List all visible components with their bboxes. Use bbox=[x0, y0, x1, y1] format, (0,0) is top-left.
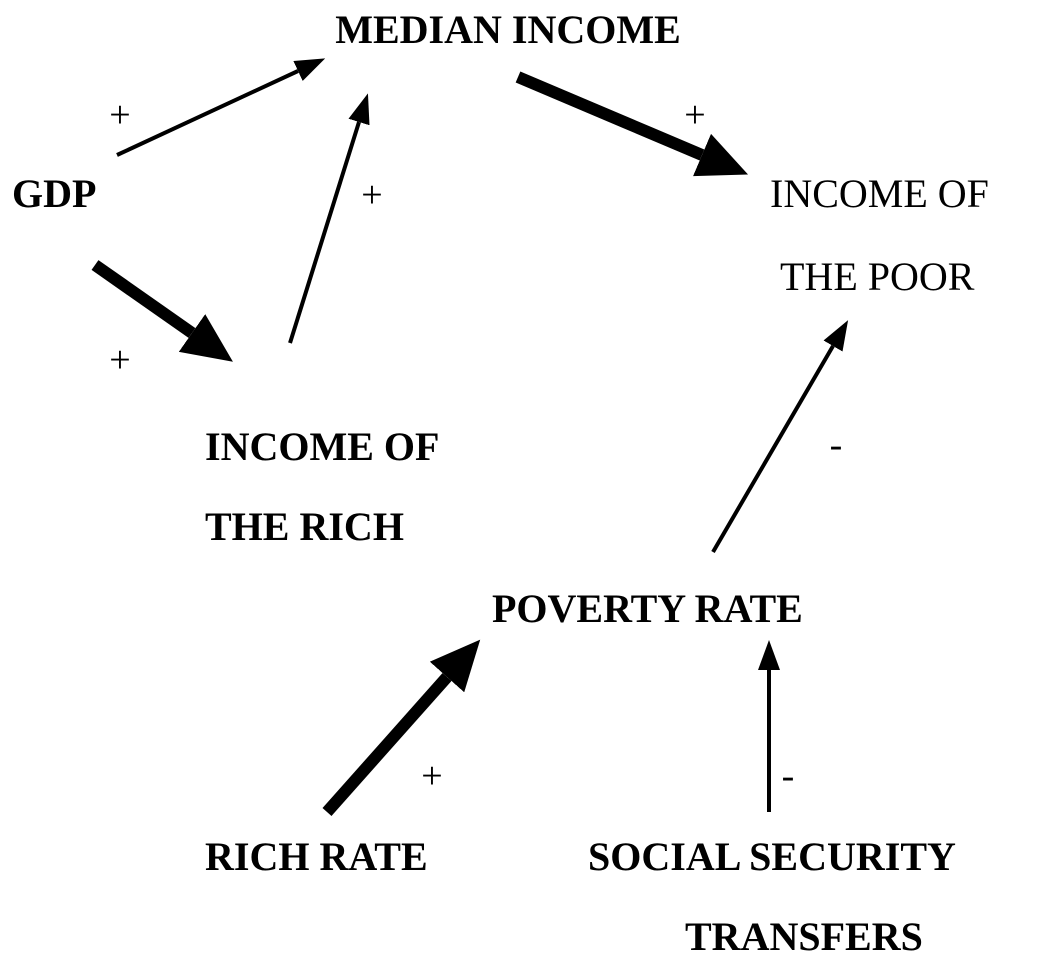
node-label: THE POOR bbox=[780, 254, 975, 299]
arrow-gdp-rich bbox=[91, 260, 233, 362]
node-label: POVERTY RATE bbox=[492, 586, 803, 631]
node-label: INCOME OF bbox=[205, 424, 439, 469]
node-label: MEDIAN INCOME bbox=[335, 7, 681, 52]
arrow-rich-median bbox=[288, 93, 370, 344]
edge-sign: + bbox=[421, 755, 442, 797]
edge-sign: + bbox=[109, 94, 130, 136]
node-label: SOCIAL SECURITY bbox=[588, 834, 956, 879]
node-label: RICH RATE bbox=[205, 834, 428, 879]
node-label: INCOME OF bbox=[770, 171, 989, 216]
edge-sign: + bbox=[361, 174, 382, 216]
arrow-poverty-poor bbox=[711, 320, 849, 554]
node-label: THE RICH bbox=[205, 504, 404, 549]
edge-sign: - bbox=[782, 755, 795, 797]
edge-sign: + bbox=[109, 339, 130, 381]
arrow-richrate-poverty bbox=[322, 639, 481, 816]
node-label: GDP bbox=[12, 171, 96, 216]
edge-sign: + bbox=[684, 94, 705, 136]
edge-sign: - bbox=[830, 424, 843, 466]
arrow-median-poor bbox=[515, 71, 749, 177]
node-label: TRANSFERS bbox=[685, 914, 923, 957]
arrow-gdp-median bbox=[116, 58, 326, 157]
